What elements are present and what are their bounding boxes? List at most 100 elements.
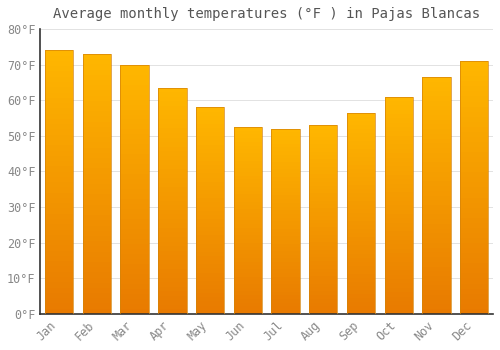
Bar <box>234 250 262 254</box>
Bar <box>234 303 262 306</box>
Bar <box>45 172 74 177</box>
Bar <box>309 234 338 238</box>
Bar <box>120 214 149 219</box>
Bar <box>347 229 375 233</box>
Bar <box>196 298 224 301</box>
Bar <box>83 194 111 200</box>
Bar <box>460 273 488 279</box>
Bar <box>234 247 262 250</box>
Bar <box>120 169 149 174</box>
Bar <box>158 210 186 215</box>
Bar <box>120 254 149 259</box>
Bar <box>347 290 375 294</box>
Bar <box>460 76 488 81</box>
Bar <box>272 140 299 143</box>
Bar <box>196 190 224 194</box>
Bar <box>384 188 413 192</box>
Bar <box>384 309 413 314</box>
Bar <box>196 236 224 239</box>
Bar <box>309 261 338 265</box>
Bar <box>422 252 450 257</box>
Bar <box>196 219 224 223</box>
Bar <box>347 294 375 298</box>
Bar <box>120 244 149 249</box>
Bar <box>460 223 488 228</box>
Bar <box>45 203 74 209</box>
Bar <box>384 140 413 145</box>
Bar <box>272 192 299 195</box>
Bar <box>120 194 149 199</box>
Bar <box>158 169 186 174</box>
Bar <box>234 134 262 138</box>
Bar <box>120 164 149 169</box>
Bar <box>422 276 450 281</box>
Bar <box>422 172 450 176</box>
Bar <box>422 86 450 91</box>
Bar <box>45 261 74 266</box>
Bar <box>120 145 149 149</box>
Bar <box>384 97 413 314</box>
Bar <box>272 303 299 307</box>
Bar <box>83 293 111 298</box>
Bar <box>460 162 488 167</box>
Bar <box>422 158 450 162</box>
Bar <box>120 189 149 194</box>
Bar <box>272 221 299 225</box>
Bar <box>196 128 224 132</box>
Bar <box>272 277 299 281</box>
Bar <box>158 183 186 187</box>
Bar <box>158 142 186 147</box>
Bar <box>309 268 338 272</box>
Bar <box>196 281 224 285</box>
Bar <box>460 167 488 172</box>
Bar <box>272 262 299 266</box>
Bar <box>120 75 149 79</box>
Bar <box>272 295 299 299</box>
Bar <box>309 306 338 310</box>
Bar <box>234 157 262 161</box>
Bar <box>272 147 299 151</box>
Bar <box>83 278 111 283</box>
Bar <box>45 71 74 77</box>
Bar <box>309 302 338 306</box>
Bar <box>158 119 186 124</box>
Bar <box>460 309 488 314</box>
Bar <box>158 106 186 110</box>
Bar <box>422 115 450 120</box>
Bar <box>120 179 149 184</box>
Bar <box>460 71 488 76</box>
Bar <box>120 130 149 134</box>
Bar <box>45 66 74 71</box>
Bar <box>272 229 299 232</box>
Bar <box>384 166 413 170</box>
Bar <box>347 125 375 129</box>
Bar <box>120 65 149 314</box>
Bar <box>347 193 375 197</box>
Bar <box>347 165 375 169</box>
Bar <box>234 239 262 243</box>
Bar <box>83 210 111 215</box>
Bar <box>196 140 224 145</box>
Bar <box>384 201 413 205</box>
Bar <box>347 157 375 161</box>
Bar <box>460 97 488 102</box>
Bar <box>384 123 413 127</box>
Bar <box>45 82 74 87</box>
Bar <box>45 177 74 182</box>
Bar <box>158 232 186 237</box>
Bar <box>196 149 224 153</box>
Bar <box>384 127 413 132</box>
Bar <box>120 274 149 279</box>
Bar <box>347 161 375 165</box>
Bar <box>309 280 338 284</box>
Bar <box>196 120 224 124</box>
Bar <box>120 224 149 229</box>
Bar <box>196 107 224 112</box>
Bar <box>83 262 111 267</box>
Bar <box>384 170 413 175</box>
Bar <box>309 253 338 257</box>
Bar <box>234 224 262 228</box>
Bar <box>120 114 149 119</box>
Bar <box>272 273 299 277</box>
Bar <box>422 205 450 210</box>
